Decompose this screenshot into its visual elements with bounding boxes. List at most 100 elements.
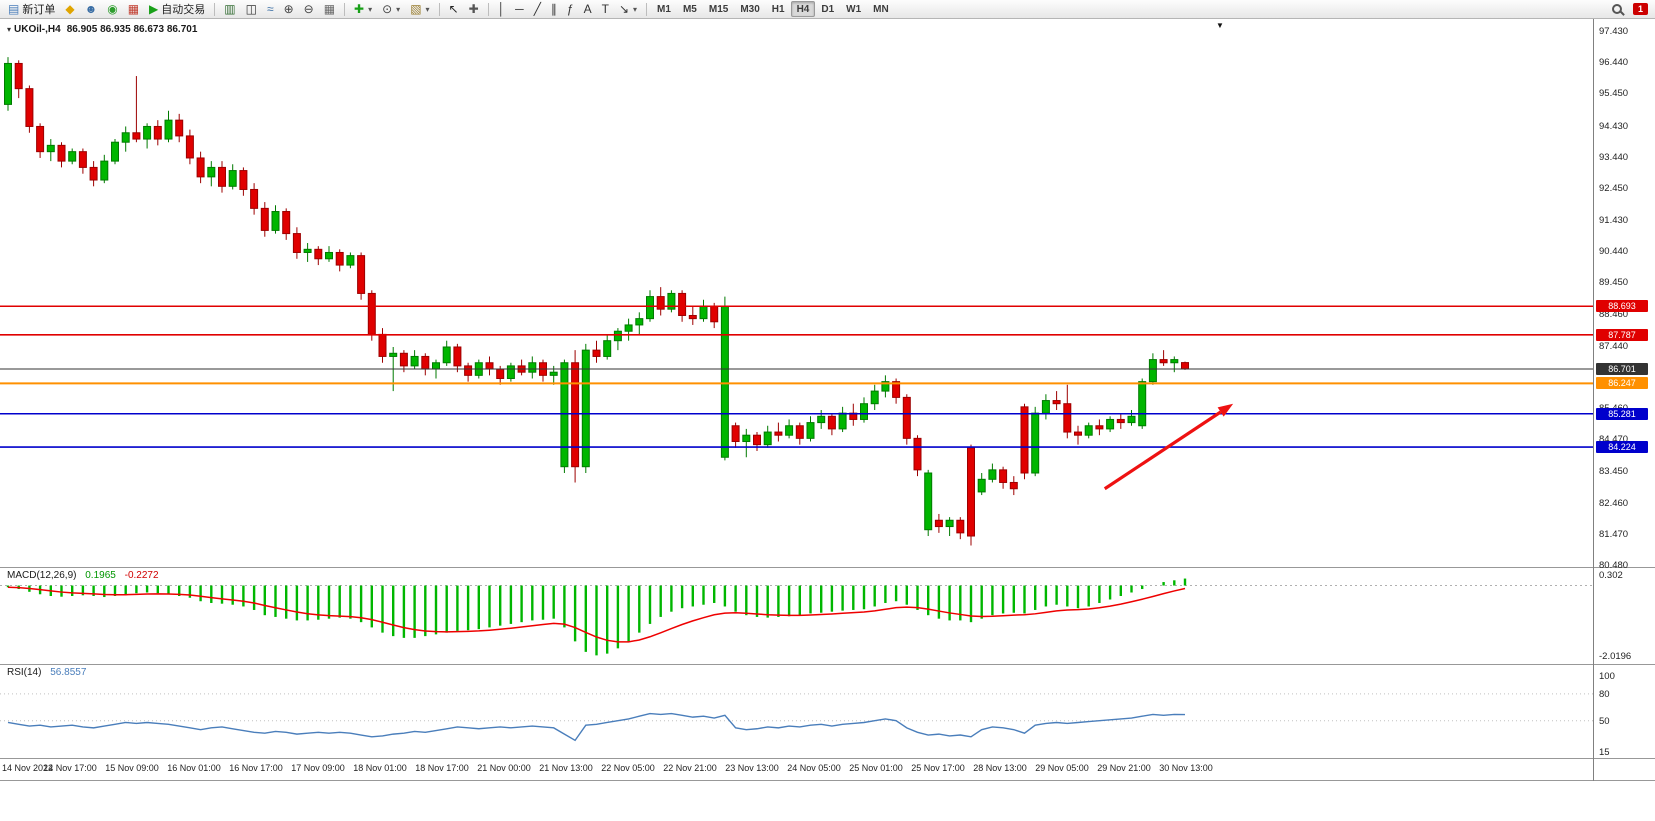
macd-chart[interactable] bbox=[0, 568, 1593, 664]
indicators-button[interactable]: ✚ ▾ bbox=[349, 1, 377, 18]
price-tick-label: 83.450 bbox=[1599, 466, 1629, 478]
notification-badge[interactable]: 1 bbox=[1632, 3, 1648, 15]
text-icon: A bbox=[583, 1, 592, 16]
fibonacci-button[interactable]: ƒ bbox=[562, 1, 579, 18]
price-tick-label: 91.430 bbox=[1599, 215, 1629, 227]
text-button[interactable]: A bbox=[579, 1, 597, 18]
terminal-button[interactable]: ▦ bbox=[123, 1, 144, 18]
bar-chart-icon: ▥ bbox=[224, 1, 236, 16]
label-button[interactable]: T bbox=[597, 1, 614, 18]
rsi-value: 56.8557 bbox=[50, 667, 87, 678]
trendline-button[interactable]: ╱ bbox=[529, 1, 546, 18]
cursor-button[interactable]: ↖ bbox=[444, 1, 464, 18]
time-axis-label: 18 Nov 17:00 bbox=[415, 763, 469, 773]
price-badge-87.787: 87.787 bbox=[1596, 328, 1648, 341]
new-order-button[interactable]: ▤ 新订单 bbox=[3, 1, 60, 18]
label-icon: T bbox=[601, 1, 609, 16]
vertical-line-button[interactable]: │ bbox=[493, 1, 511, 18]
community-button[interactable]: ◉ bbox=[102, 1, 122, 18]
time-axis-label: 15 Nov 09:00 bbox=[105, 763, 159, 773]
search-button[interactable] bbox=[1607, 1, 1627, 18]
line-chart-mode-button[interactable]: ≈ bbox=[262, 1, 279, 18]
panel-separator[interactable] bbox=[0, 567, 1655, 568]
close-value: 86.701 bbox=[166, 24, 198, 35]
time-axis-label: 14 Nov 2022 bbox=[2, 763, 54, 773]
rsi-scale-label: 15 bbox=[1599, 747, 1610, 758]
chart-grid-icon: ▦ bbox=[127, 1, 140, 16]
search-icon bbox=[1611, 4, 1622, 14]
main-chart[interactable] bbox=[0, 19, 1593, 567]
timeframe-H1-button[interactable]: H1 bbox=[771, 4, 785, 15]
template-icon: ▧ bbox=[410, 1, 422, 16]
toolbar-separator bbox=[438, 2, 440, 16]
crosshair-icon: ✚ bbox=[468, 1, 479, 16]
macd-signal-value: -0.2272 bbox=[124, 570, 159, 581]
time-axis-label: 24 Nov 05:00 bbox=[787, 763, 841, 773]
price-tick-label: 88.460 bbox=[1599, 308, 1629, 320]
price-tick-label: 87.440 bbox=[1599, 340, 1629, 352]
timeframe-MN-button[interactable]: MN bbox=[873, 4, 889, 15]
candlestick-mode-button[interactable]: ◫ bbox=[241, 1, 262, 18]
autoscroll-marker-icon[interactable]: ▼ bbox=[1216, 21, 1224, 30]
time-axis-label: 18 Nov 01:00 bbox=[353, 763, 407, 773]
timeframe-M15-button[interactable]: M15 bbox=[708, 4, 729, 15]
timeframe-M5-button[interactable]: M5 bbox=[682, 4, 697, 15]
auto-trading-button[interactable]: ▶ 自动交易 bbox=[144, 1, 210, 18]
new-order-icon: ▤ bbox=[8, 1, 20, 16]
arrow-objects-icon: ↘ bbox=[618, 1, 630, 16]
macd-title: MACD(12,26,9) bbox=[7, 570, 77, 581]
zoom-out-button[interactable]: ⊖ bbox=[299, 1, 319, 18]
price-axis[interactable]: 97.430 96.440 95.450 94.430 93.440 92.450 91.4… bbox=[1593, 19, 1655, 781]
templates-button[interactable]: ▧ ▾ bbox=[405, 1, 434, 18]
timeframe-H4-button[interactable]: H4 bbox=[790, 1, 816, 17]
toolbar-separator bbox=[214, 2, 216, 16]
timeframe-W1-button[interactable]: W1 bbox=[846, 4, 862, 15]
rsi-scale-label: 50 bbox=[1599, 715, 1610, 727]
window-bottom-border bbox=[0, 780, 1655, 781]
channel-button[interactable]: ∥ bbox=[546, 1, 562, 18]
rsi-header: RSI(14) 56.8557 bbox=[7, 667, 86, 678]
channel-icon: ∥ bbox=[550, 1, 557, 16]
time-axis-label: 22 Nov 21:00 bbox=[663, 763, 717, 773]
macd-scale-label: -2.0196 bbox=[1599, 651, 1632, 662]
one-click-trading-toggle[interactable]: ▾ bbox=[7, 25, 12, 34]
price-tick-label: 80.480 bbox=[1599, 560, 1629, 571]
bar-chart-mode-button[interactable]: ▥ bbox=[219, 1, 240, 18]
symbol-header: ▾ UKOil-,H4 86.905 86.935 86.673 86.701 bbox=[7, 24, 197, 35]
timeframe-D1-button[interactable]: D1 bbox=[821, 4, 835, 15]
price-tick-label: 92.450 bbox=[1599, 182, 1629, 194]
toolbar-group-chart-modes: ▥ ◫ ≈ ⊕ ⊖ ▦ bbox=[219, 0, 340, 18]
price-tick-label: 90.440 bbox=[1599, 246, 1629, 258]
candles bbox=[4, 57, 1189, 546]
vertical-line-icon: │ bbox=[497, 1, 506, 16]
alerts-button[interactable]: ◆ bbox=[60, 1, 79, 18]
price-badge-86.701: 86.701 bbox=[1596, 363, 1648, 375]
toolbar-group-insert: ✚ ▾ ⊙ ▾ ▧ ▾ bbox=[349, 0, 435, 18]
price-tick-label: 94.430 bbox=[1599, 120, 1629, 132]
panel-separator[interactable] bbox=[0, 758, 1655, 759]
line-chart-icon: ≈ bbox=[266, 1, 274, 16]
panel-separator[interactable] bbox=[0, 664, 1655, 665]
low-value: 86.673 bbox=[133, 24, 165, 35]
rsi-chart[interactable] bbox=[0, 665, 1593, 758]
chevron-down-icon: ▾ bbox=[425, 4, 430, 14]
rsi-line bbox=[7, 712, 1186, 742]
timeframe-M30-button[interactable]: M30 bbox=[740, 4, 760, 15]
price-tick-label: 93.440 bbox=[1599, 151, 1629, 163]
periods-button[interactable]: ⊙ ▾ bbox=[377, 1, 405, 18]
tile-windows-button[interactable]: ▦ bbox=[319, 1, 340, 18]
time-axis[interactable]: 14 Nov 2022 14 Nov 17:00 15 Nov 09:00 16 No… bbox=[0, 758, 1593, 781]
clock-icon: ⊙ bbox=[382, 1, 393, 16]
timeframe-M1-button[interactable]: M1 bbox=[657, 4, 671, 15]
arrows-button[interactable]: ↘ ▾ bbox=[614, 1, 642, 18]
price-badge-84.224: 84.224 bbox=[1596, 441, 1648, 454]
horizontal-line-button[interactable]: ─ bbox=[510, 1, 529, 18]
price-tick-label: 89.450 bbox=[1599, 277, 1629, 289]
time-axis-label: 21 Nov 13:00 bbox=[539, 763, 593, 773]
trend-arrow-annotation[interactable] bbox=[1103, 410, 1222, 491]
crosshair-button[interactable]: ✚ bbox=[464, 1, 484, 18]
market-watch-button[interactable]: ☻ bbox=[80, 1, 103, 18]
time-axis-label: 16 Nov 17:00 bbox=[229, 763, 283, 773]
zoom-in-button[interactable]: ⊕ bbox=[279, 1, 299, 18]
